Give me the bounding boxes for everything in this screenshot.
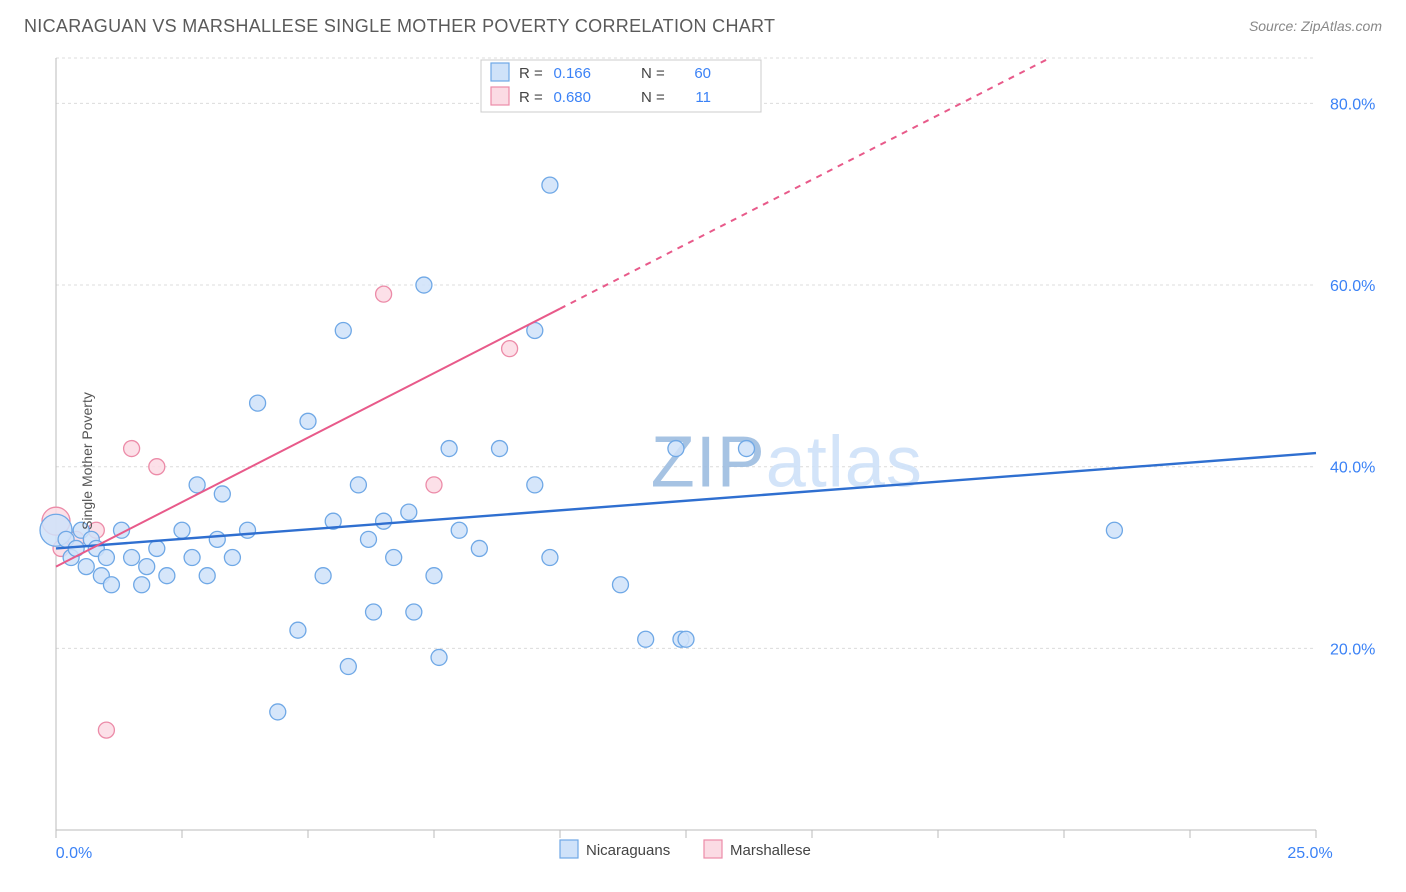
y-axis-label: Single Mother Poverty: [79, 392, 95, 530]
svg-text:0.166: 0.166: [553, 65, 591, 82]
svg-text:20.0%: 20.0%: [1330, 641, 1375, 658]
chart-title: NICARAGUAN VS MARSHALLESE SINGLE MOTHER …: [24, 16, 775, 37]
svg-text:N =: N =: [641, 65, 665, 82]
svg-text:25.0%: 25.0%: [1287, 845, 1332, 862]
chart-header: NICARAGUAN VS MARSHALLESE SINGLE MOTHER …: [0, 0, 1406, 52]
svg-text:60.0%: 60.0%: [1330, 278, 1375, 295]
svg-text:11: 11: [695, 89, 711, 106]
svg-text:80.0%: 80.0%: [1330, 96, 1375, 113]
svg-text:0.0%: 0.0%: [56, 845, 92, 862]
svg-text:60: 60: [694, 65, 711, 82]
svg-text:N =: N =: [641, 89, 665, 106]
svg-text:R =: R =: [519, 89, 543, 106]
chart-source: Source: ZipAtlas.com: [1249, 18, 1382, 34]
svg-text:Marshallese: Marshallese: [730, 842, 811, 859]
scatter-chart: 0.0% 25.0% 20.0% 40.0% 60.0% 80.0% ZIPatlas R =…: [26, 52, 1394, 870]
svg-text:R =: R =: [519, 65, 543, 82]
plot-area: Single Mother Poverty 0.0% 25.0% 20.0% 40.0…: [26, 52, 1394, 870]
svg-text:Nicaraguans: Nicaraguans: [586, 842, 670, 859]
svg-text:ZIPatlas: ZIPatlas: [651, 423, 923, 503]
svg-text:0.680: 0.680: [553, 89, 591, 106]
svg-text:40.0%: 40.0%: [1330, 460, 1375, 477]
